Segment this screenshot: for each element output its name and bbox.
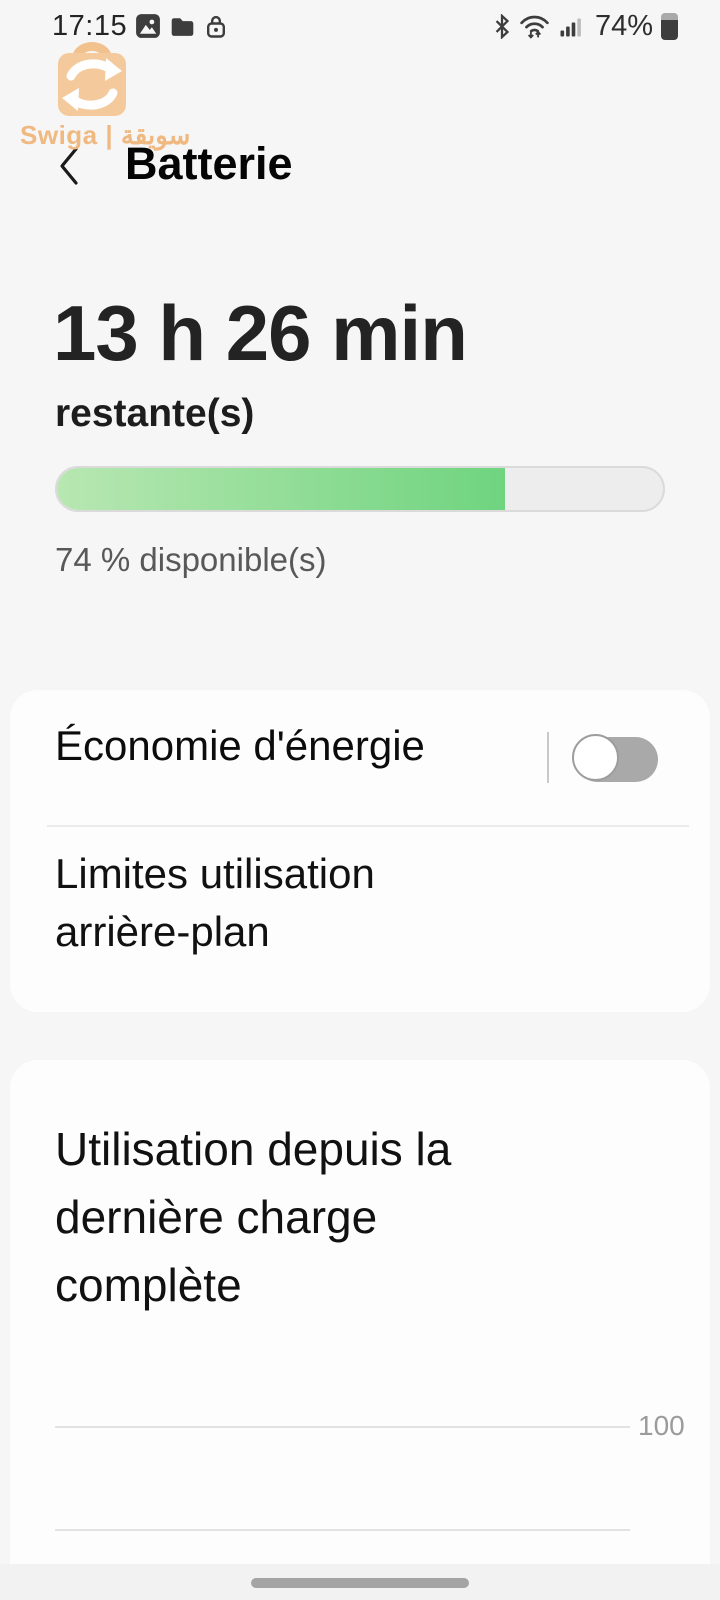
- back-button[interactable]: [52, 142, 88, 190]
- clock: 17:15: [52, 9, 128, 42]
- wifi-icon: [518, 13, 551, 40]
- percent-available-label: 74 % disponible(s): [55, 541, 327, 578]
- power-saving-toggle[interactable]: [572, 734, 658, 782]
- home-indicator[interactable]: [251, 1578, 469, 1588]
- header: Batterie: [0, 138, 720, 198]
- shopping-bag-icon: [58, 42, 126, 116]
- bluetooth-icon: [494, 13, 510, 39]
- page-title: Batterie: [125, 138, 293, 189]
- gallery-icon: [135, 13, 161, 39]
- watermark-logo: Swiga | سويقة: [20, 36, 190, 151]
- watermark-brand-text: Swiga | سويقة: [20, 120, 191, 150]
- lock-icon: [204, 13, 228, 40]
- chart-gridline-0: [55, 1529, 630, 1531]
- power-saving-label: Économie d'énergie: [55, 722, 425, 769]
- battery-icon: [661, 12, 678, 40]
- folder-icon: [169, 13, 196, 39]
- time-remaining: 13 h 26 min: [53, 289, 468, 377]
- battery-percent-text: 74%: [594, 9, 653, 42]
- toggle-thumb: [572, 734, 619, 781]
- row-divider: [547, 732, 549, 783]
- chart-gridline-100: [55, 1426, 630, 1428]
- usage-card-title: Utilisation depuis la dernière charge co…: [55, 1123, 452, 1311]
- remaining-label: restante(s): [55, 392, 255, 435]
- signal-icon: [559, 14, 583, 39]
- background-limits-row[interactable]: Limites utilisation arrière-plan: [10, 827, 710, 1012]
- navigation-bar: [0, 1564, 720, 1600]
- power-saving-row[interactable]: Économie d'énergie: [10, 690, 710, 826]
- usage-card: Utilisation depuis la dernière charge co…: [10, 1060, 710, 1600]
- settings-card: Économie d'énergie Limites utilisation a…: [10, 690, 710, 1012]
- card-divider: [47, 825, 689, 827]
- background-limits-label: Limites utilisation arrière-plan: [55, 850, 375, 955]
- battery-progress-bar: [55, 466, 665, 512]
- battery-progress-fill: [57, 468, 506, 510]
- status-bar: 17:15: [0, 0, 720, 52]
- chart-ytick-100: 100: [638, 1410, 685, 1441]
